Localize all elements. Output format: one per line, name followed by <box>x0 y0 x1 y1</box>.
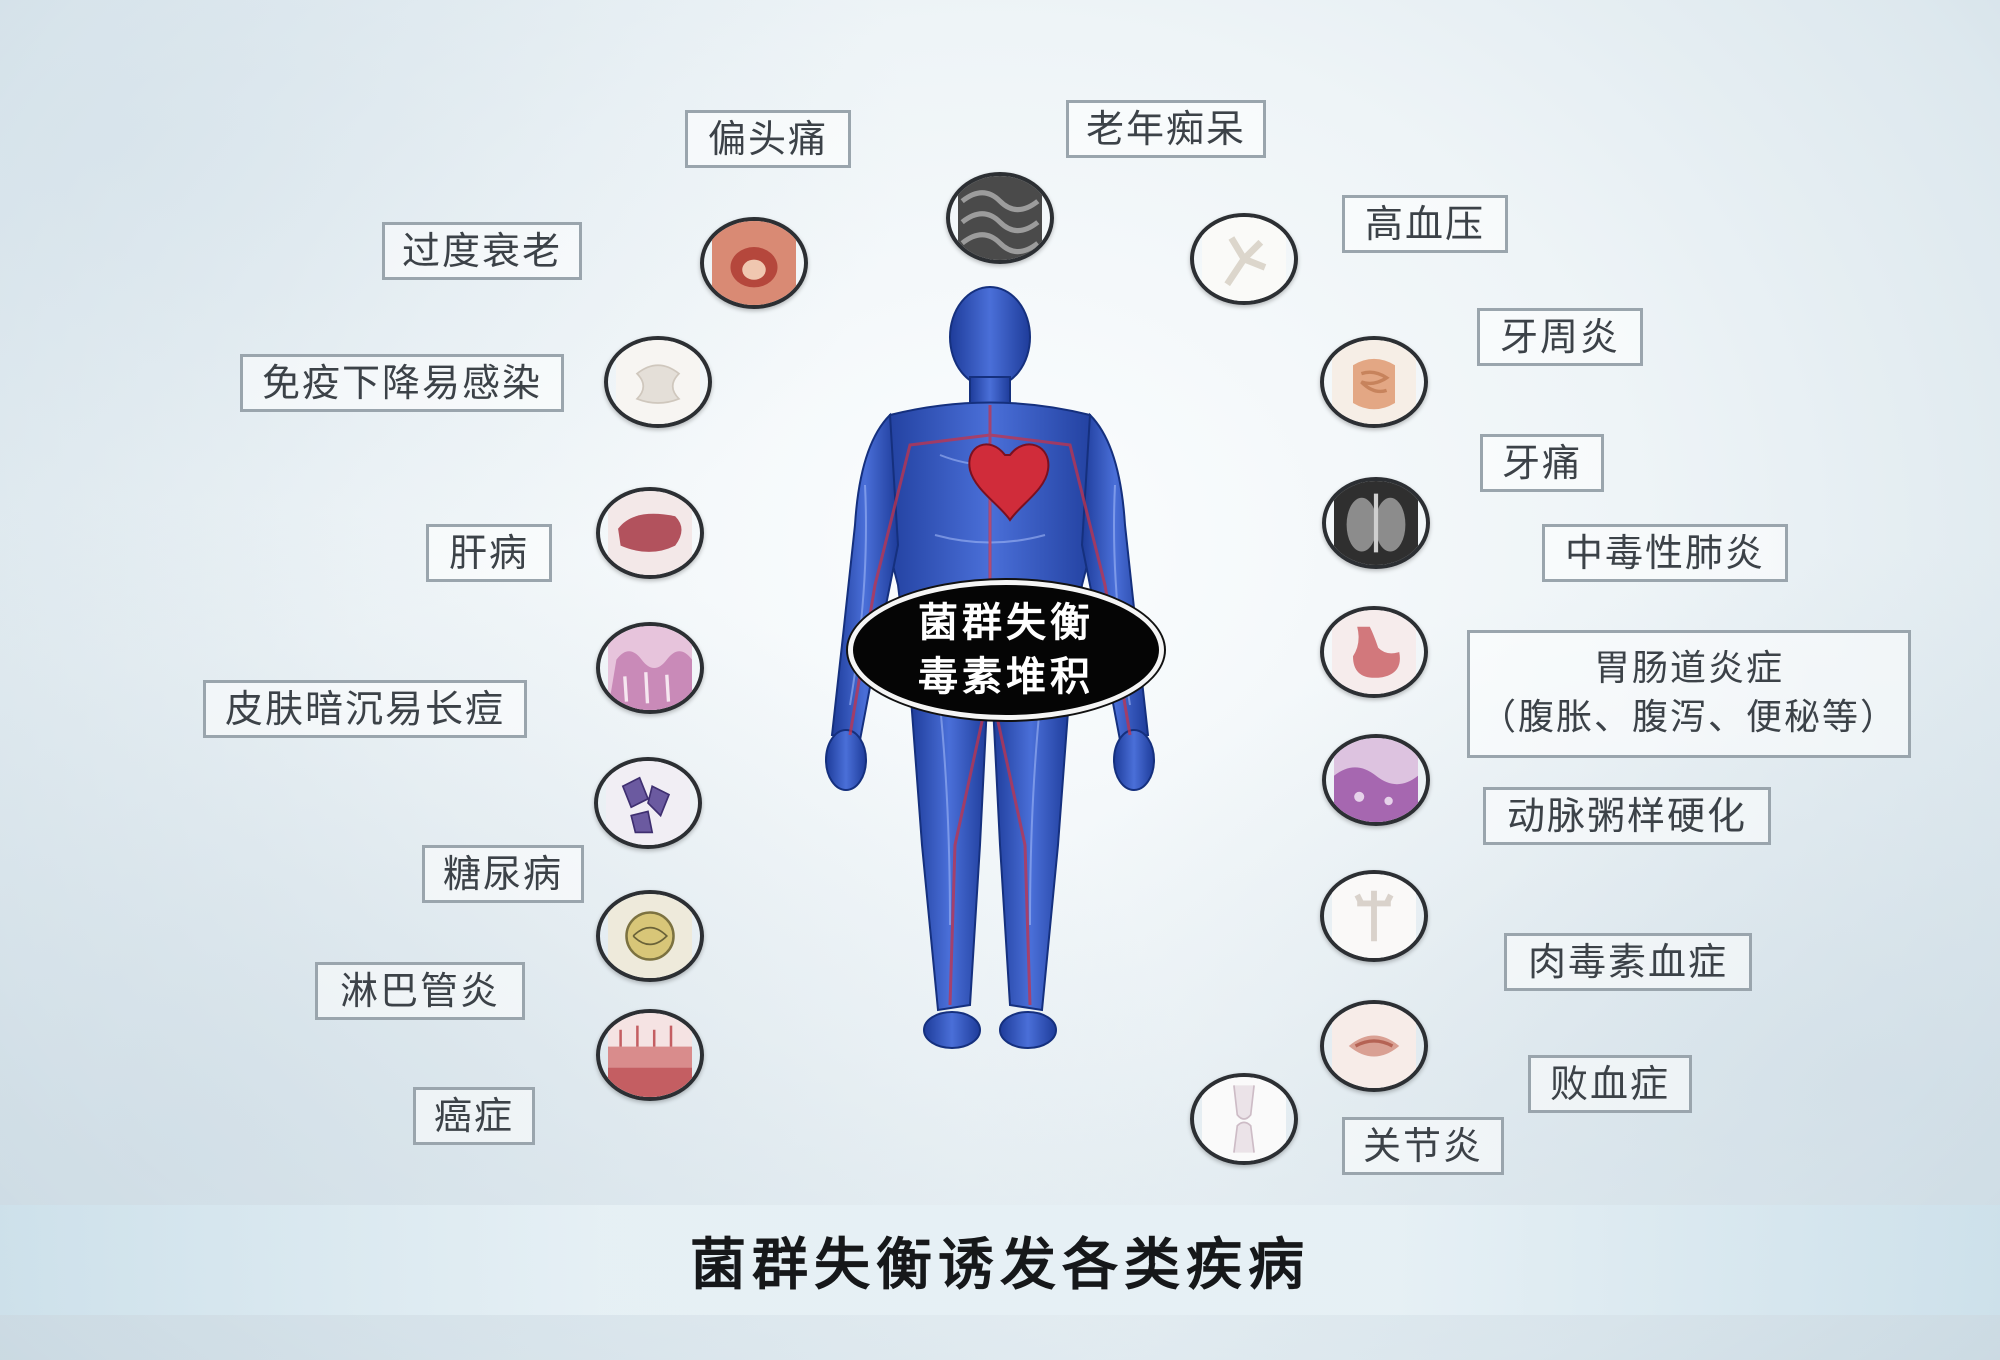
label-cancer: 癌症 <box>413 1087 535 1145</box>
label-lymph: 淋巴管炎 <box>315 962 525 1020</box>
label-gi-line2: （腹胀、腹泻、便秘等） <box>1479 697 1898 738</box>
center-badge-line1: 菌群失衡 <box>918 600 1094 646</box>
crystal-icon <box>594 757 702 849</box>
liver-icon <box>596 487 704 579</box>
label-migraine: 偏头痛 <box>685 110 851 168</box>
bone-icon <box>1320 870 1428 962</box>
label-pneumonia: 中毒性肺炎 <box>1542 524 1788 582</box>
stomach-icon <box>1320 606 1428 698</box>
lung-xray-icon <box>1322 477 1430 569</box>
label-immunity: 免疫下降易感染 <box>240 354 564 412</box>
tissue-layer-icon <box>596 1009 704 1101</box>
label-sepsis: 败血症 <box>1528 1055 1692 1113</box>
brain-tissue-icon <box>946 172 1054 264</box>
label-diabetes: 糖尿病 <box>422 845 584 903</box>
label-arthritis: 关节炎 <box>1342 1117 1504 1175</box>
bottom-title: 菌群失衡诱发各类疾病 <box>690 1232 1310 1298</box>
label-botulism: 肉毒素血症 <box>1504 933 1752 991</box>
label-gi-inflammation: 胃肠道炎症 （腹胀、腹泻、便秘等） <box>1467 630 1911 758</box>
label-skin: 皮肤暗沉易长痘 <box>203 680 527 738</box>
mouth-icon <box>1320 1000 1428 1092</box>
blood-vessel-icon <box>1190 213 1298 305</box>
lymph-node-icon <box>596 890 704 982</box>
label-hypertension: 高血压 <box>1342 195 1508 253</box>
skin-tissue-icon <box>596 622 704 714</box>
bone-joint-icon <box>604 336 712 428</box>
intestine-icon <box>1320 336 1428 428</box>
label-liver: 肝病 <box>426 524 552 582</box>
label-toothache: 牙痛 <box>1480 434 1604 492</box>
knee-joint-icon <box>1190 1073 1298 1165</box>
bottom-banner <box>0 1205 2000 1315</box>
label-gi-line1: 胃肠道炎症 <box>1593 648 1784 690</box>
throat-icon <box>700 217 808 309</box>
artery-icon <box>1322 734 1430 826</box>
label-atherosclerosis: 动脉粥样硬化 <box>1483 787 1771 845</box>
label-periodontitis: 牙周炎 <box>1477 308 1643 366</box>
label-dementia: 老年痴呆 <box>1066 100 1266 158</box>
center-badge: 菌群失衡 毒素堆积 <box>848 580 1164 720</box>
center-badge-line2: 毒素堆积 <box>918 654 1094 700</box>
label-aging: 过度衰老 <box>382 222 582 280</box>
